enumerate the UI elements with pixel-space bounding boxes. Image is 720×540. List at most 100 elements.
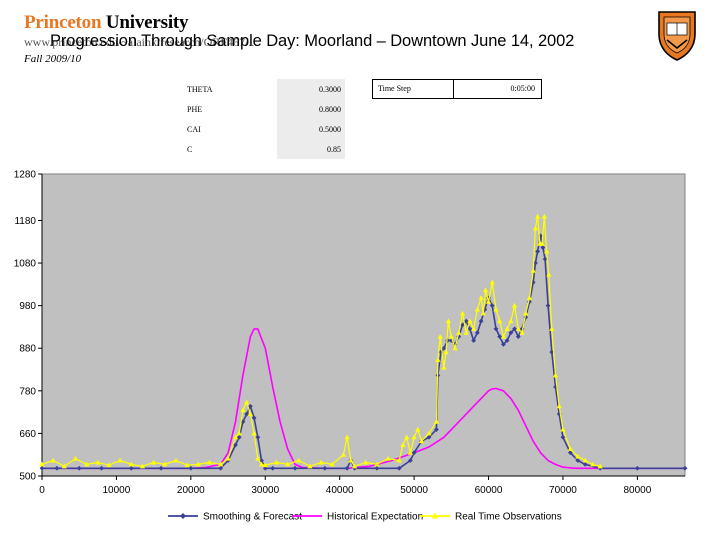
legend-label: Historical Expectation (327, 512, 423, 523)
princeton-shield-icon (658, 11, 696, 61)
data-point (415, 426, 421, 432)
data-point (497, 318, 503, 324)
data-point (545, 303, 551, 309)
data-point (463, 318, 469, 324)
data-point (95, 459, 101, 465)
data-point (552, 372, 559, 378)
data-point (72, 455, 79, 461)
param-row: C 0.85 (183, 139, 345, 159)
legend-item-smoothing-forecast: Smoothing & Forecast (168, 512, 302, 523)
data-point (519, 329, 525, 335)
param-value: 0.8000 (277, 99, 345, 119)
data-point (575, 458, 581, 463)
data-point (460, 322, 465, 328)
legend-item-historical-expectation: Historical Expectation (292, 512, 423, 523)
data-point (374, 461, 380, 467)
data-point (76, 465, 82, 471)
legend-item-real-time-observations: Real Time Observations (420, 512, 562, 523)
data-point (206, 459, 213, 465)
data-point (526, 295, 533, 300)
y-tick-label: 1280 (14, 170, 37, 181)
series-historical-expectation (42, 328, 685, 470)
data-point (434, 427, 439, 432)
data-point (232, 434, 239, 440)
data-point (270, 465, 276, 471)
data-point (467, 326, 473, 332)
data-point (597, 463, 603, 469)
data-point (467, 318, 473, 324)
param-row: PHE 0.8000 (183, 99, 345, 119)
data-point (482, 287, 489, 293)
data-point (255, 434, 261, 440)
data-point (61, 463, 67, 469)
y-tick-label: 880 (19, 344, 36, 355)
data-point (418, 438, 425, 444)
param-row: THETA 0.3000 (183, 79, 345, 99)
data-point (184, 462, 190, 468)
data-point (233, 442, 238, 448)
x-tick-label: 60000 (475, 485, 503, 496)
data-point (489, 303, 495, 309)
data-point (225, 455, 231, 461)
data-point (99, 465, 104, 471)
data-point (244, 411, 250, 417)
data-point (284, 461, 291, 467)
data-point (329, 461, 335, 467)
data-point (385, 455, 391, 461)
data-point (262, 462, 268, 468)
data-point (560, 434, 566, 440)
x-tick-label: 40000 (326, 485, 354, 496)
x-tick-label: 80000 (623, 485, 651, 496)
y-tick-label: 660 (19, 429, 36, 440)
x-tick-label: 70000 (549, 485, 577, 496)
data-point (471, 326, 477, 331)
data-point (39, 461, 45, 467)
data-point (582, 461, 588, 467)
data-point (441, 364, 447, 370)
data-point (493, 306, 499, 312)
data-point (546, 271, 552, 277)
data-point (590, 461, 596, 467)
data-point (307, 463, 313, 469)
data-point (493, 326, 499, 332)
param-label: PHE (183, 99, 277, 119)
data-point (443, 349, 449, 355)
course-url: www.princeton.edu/~alaink/research/ORF46… (24, 35, 258, 49)
data-point (84, 461, 90, 467)
data-point (117, 457, 123, 463)
data-point (296, 457, 302, 463)
param-label: CAI (183, 119, 277, 139)
data-point (400, 442, 406, 448)
data-point (50, 457, 56, 463)
data-point (128, 461, 134, 467)
data-point (478, 318, 484, 324)
traffic-chart: 500 660 780 880 980 1080 1180 1280 0 10000 20000 30… (14, 170, 688, 523)
legend-label: Real Time Observations (455, 512, 562, 523)
data-point (567, 446, 573, 451)
parameter-table: THETA 0.3000 PHE 0.8000 CAI 0.5000 C 0.85 (183, 79, 345, 159)
real-time-observations-line (41, 215, 601, 467)
data-point (478, 295, 484, 300)
data-point (542, 256, 548, 262)
wordmark-part1: Princeton (24, 12, 102, 33)
data-point (500, 333, 507, 339)
y-tick-label: 1180 (14, 216, 36, 227)
data-point (463, 329, 469, 335)
axes: 500 660 780 880 980 1080 1180 1280 0 10000 20000 30… (14, 170, 685, 496)
param-label: C (183, 139, 277, 159)
data-point (497, 334, 503, 340)
data-point (433, 418, 440, 424)
time-step-divider (453, 80, 454, 98)
data-point (448, 333, 454, 339)
time-step-label: Time Step (378, 84, 411, 93)
data-point (251, 430, 257, 436)
legend: Smoothing & Forecast Historical Expectati… (168, 512, 562, 523)
data-point (474, 306, 480, 312)
data-point (244, 399, 250, 405)
data-point (128, 465, 134, 471)
data-point (511, 302, 518, 308)
data-point (396, 457, 402, 463)
data-point (173, 457, 179, 463)
data-point (515, 326, 521, 331)
data-point (236, 430, 242, 436)
